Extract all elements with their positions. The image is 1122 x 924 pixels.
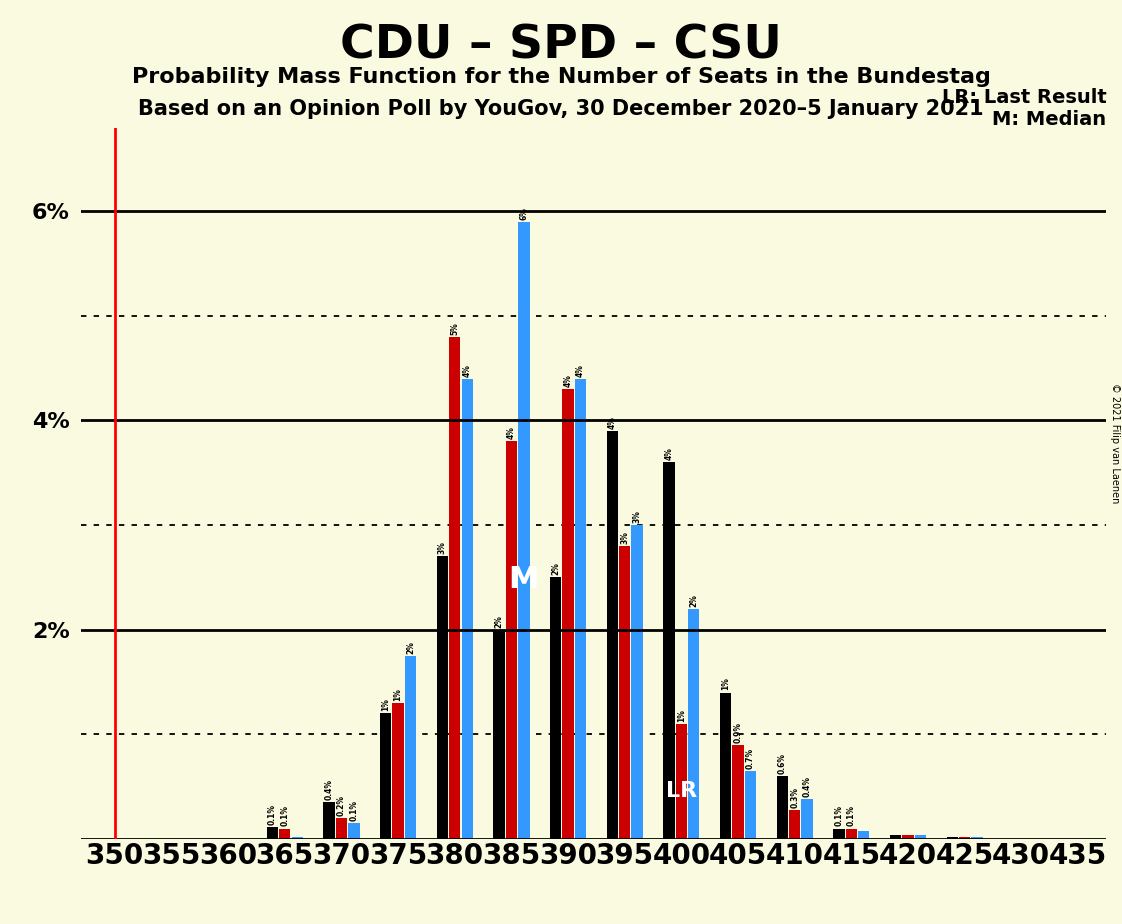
Bar bbox=[292, 837, 303, 839]
Bar bbox=[720, 692, 732, 839]
Text: 4%: 4% bbox=[507, 427, 516, 439]
Text: 4%: 4% bbox=[664, 447, 673, 460]
Text: 0.3%: 0.3% bbox=[790, 786, 799, 808]
Bar bbox=[959, 837, 971, 839]
Bar bbox=[914, 834, 926, 839]
Text: © 2021 Filip van Laenen: © 2021 Filip van Laenen bbox=[1111, 383, 1120, 504]
Bar bbox=[279, 829, 291, 839]
Text: 0.7%: 0.7% bbox=[746, 748, 755, 769]
Text: 2%: 2% bbox=[689, 594, 698, 607]
Text: 4%: 4% bbox=[563, 374, 572, 387]
Text: 5%: 5% bbox=[450, 322, 459, 334]
Text: 1%: 1% bbox=[677, 709, 686, 722]
Bar bbox=[947, 837, 958, 839]
Text: 2%: 2% bbox=[495, 614, 504, 627]
Text: 6%: 6% bbox=[519, 207, 528, 220]
Bar bbox=[858, 831, 870, 839]
Bar bbox=[436, 556, 448, 839]
Text: 3%: 3% bbox=[633, 510, 642, 523]
Bar bbox=[688, 609, 699, 839]
Text: 3%: 3% bbox=[620, 531, 629, 544]
Bar bbox=[518, 222, 530, 839]
Text: 1%: 1% bbox=[394, 688, 403, 701]
Text: 0.9%: 0.9% bbox=[734, 722, 743, 743]
Bar bbox=[405, 656, 416, 839]
Bar bbox=[632, 525, 643, 839]
Bar bbox=[902, 834, 913, 839]
Text: Probability Mass Function for the Number of Seats in the Bundestag: Probability Mass Function for the Number… bbox=[131, 67, 991, 88]
Text: 0.1%: 0.1% bbox=[280, 806, 289, 826]
Text: 0.1%: 0.1% bbox=[835, 806, 844, 826]
Bar bbox=[801, 799, 812, 839]
Bar bbox=[494, 630, 505, 839]
Bar bbox=[745, 771, 756, 839]
Text: 0.4%: 0.4% bbox=[802, 776, 811, 797]
Text: Based on an Opinion Poll by YouGov, 30 December 2020–5 January 2021: Based on an Opinion Poll by YouGov, 30 D… bbox=[138, 99, 984, 119]
Text: 0.1%: 0.1% bbox=[847, 806, 856, 826]
Bar bbox=[675, 723, 687, 839]
Bar bbox=[562, 389, 573, 839]
Bar bbox=[461, 379, 472, 839]
Bar bbox=[789, 809, 800, 839]
Text: 0.1%: 0.1% bbox=[349, 800, 358, 821]
Text: 2%: 2% bbox=[406, 641, 415, 654]
Text: 1%: 1% bbox=[381, 699, 390, 711]
Bar bbox=[846, 829, 857, 839]
Text: 0.2%: 0.2% bbox=[337, 795, 346, 816]
Text: 3%: 3% bbox=[438, 541, 447, 554]
Text: 0.4%: 0.4% bbox=[324, 779, 333, 800]
Text: M: M bbox=[508, 565, 539, 594]
Bar bbox=[323, 802, 334, 839]
Bar bbox=[890, 834, 901, 839]
Text: 4%: 4% bbox=[576, 364, 585, 377]
Text: 4%: 4% bbox=[608, 416, 617, 429]
Bar bbox=[335, 818, 347, 839]
Bar bbox=[348, 823, 359, 839]
Bar bbox=[550, 578, 561, 839]
Bar bbox=[449, 336, 460, 839]
Bar bbox=[574, 379, 586, 839]
Bar bbox=[393, 703, 404, 839]
Text: 2%: 2% bbox=[551, 563, 560, 576]
Bar bbox=[733, 745, 744, 839]
Text: LR: Last Result: LR: Last Result bbox=[941, 89, 1106, 107]
Bar bbox=[506, 442, 517, 839]
Bar bbox=[380, 713, 392, 839]
Bar bbox=[663, 462, 674, 839]
Bar bbox=[972, 837, 983, 839]
Text: CDU – SPD – CSU: CDU – SPD – CSU bbox=[340, 23, 782, 68]
Text: 4%: 4% bbox=[462, 364, 471, 377]
Text: 0.6%: 0.6% bbox=[778, 753, 787, 774]
Bar bbox=[834, 829, 845, 839]
Text: 0.1%: 0.1% bbox=[268, 805, 277, 825]
Bar bbox=[776, 776, 788, 839]
Text: LR: LR bbox=[665, 781, 697, 801]
Bar bbox=[267, 828, 278, 839]
Text: 1%: 1% bbox=[721, 677, 730, 690]
Bar bbox=[607, 431, 618, 839]
Text: M: Median: M: Median bbox=[992, 110, 1106, 128]
Bar bbox=[619, 546, 631, 839]
